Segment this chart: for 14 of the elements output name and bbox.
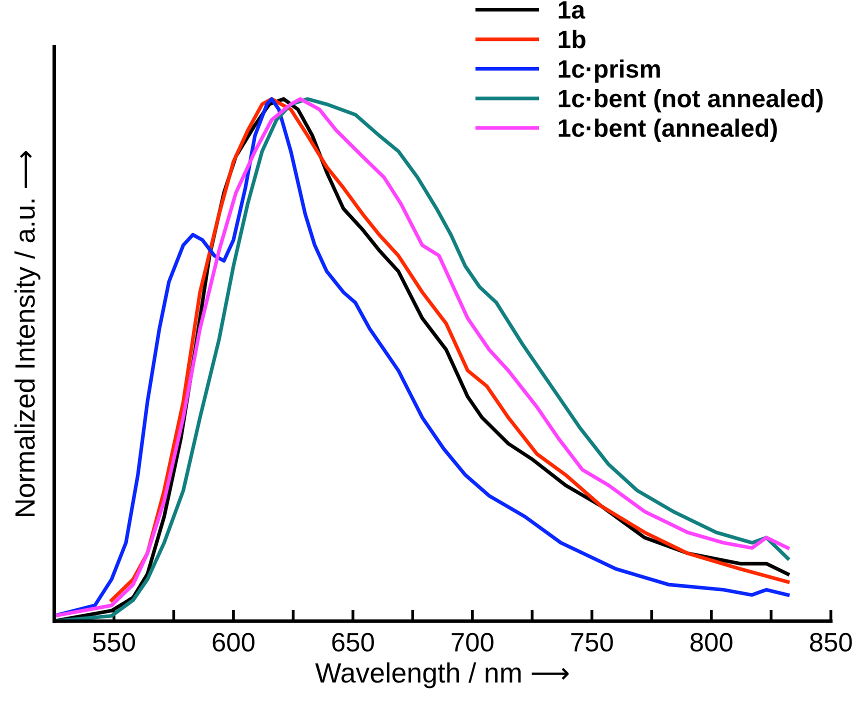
legend-label: 1c·prism [558,59,660,83]
x-tick-label: 600 [212,632,254,652]
x-tick-label: 750 [571,632,613,652]
legend-label: 1c·bent (annealed) [558,118,777,142]
x-tick-label: 800 [690,632,732,652]
legend-label: 1c·bent (not annealed) [558,89,823,112]
x-tick-label: 850 [810,632,852,652]
legend-label: 1b [558,30,586,48]
x-tick-label: 550 [93,632,135,652]
y-axis-title: Normalized Intensity / a.u. ⟶ [14,150,40,516]
x-axis-title: Wavelength / nm ⟶ [315,662,569,688]
legend-label: 1a [558,1,586,19]
x-tick-label: 650 [332,632,374,652]
x-tick-label: 700 [452,632,494,652]
